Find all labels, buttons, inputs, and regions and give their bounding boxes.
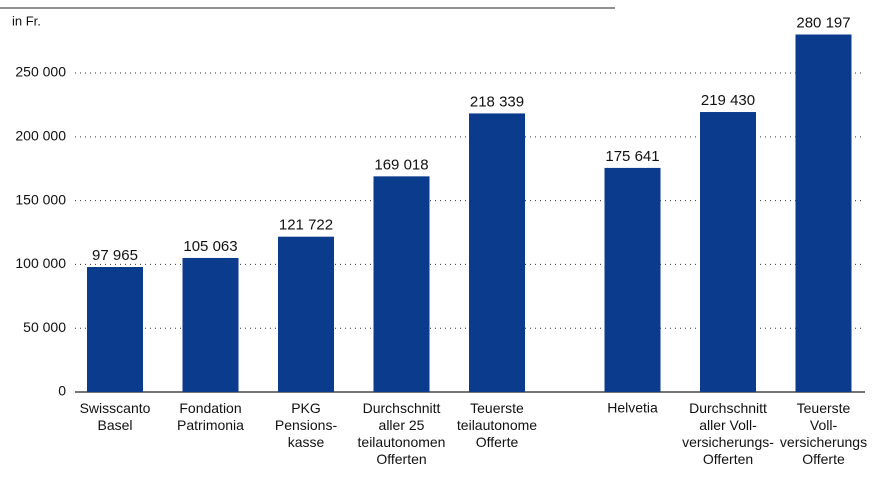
bar [469,113,525,392]
x-tick-label: PKG Pensions-kasse [275,400,338,450]
value-label: 280 197 [796,14,850,31]
y-tick-label: 200 000 [15,128,66,144]
y-tick-label: 0 [58,383,66,399]
value-label: 121 722 [279,217,333,234]
value-label: 97 965 [92,247,138,264]
bar [373,176,430,392]
x-tick-label: Helvetia [607,400,658,416]
y-tick-label: 150 000 [15,191,66,207]
y-axis-label: in Fr. [12,13,41,28]
bar [87,267,143,392]
bar [278,236,334,392]
x-tick-label: Teuerste teilautonome Offerte [457,400,537,450]
value-label: 105 063 [183,238,237,255]
y-tick-label: 50 000 [23,319,66,335]
bar [604,167,661,392]
y-tick-label: 250 000 [15,64,66,80]
value-label: 218 339 [470,93,524,110]
x-tick-label: Teuerste Voll-versicherungs Offerte [780,400,867,467]
bar [700,112,756,392]
x-tick-label: Durchschnitt aller 25 teilautonomen Offerte… [358,400,446,467]
x-tick-label: Durchschnitt aller Voll-versicherungs-Off… [682,400,774,467]
bar [795,34,852,392]
x-tick-label: Fondation Patrimonia [177,400,244,433]
value-label: 169 018 [374,156,428,173]
bar [182,257,239,392]
x-tick-label: Swisscanto Basel [80,400,151,433]
value-label: 219 430 [701,92,755,109]
value-label: 175 641 [605,148,659,165]
y-tick-label: 100 000 [15,255,66,271]
